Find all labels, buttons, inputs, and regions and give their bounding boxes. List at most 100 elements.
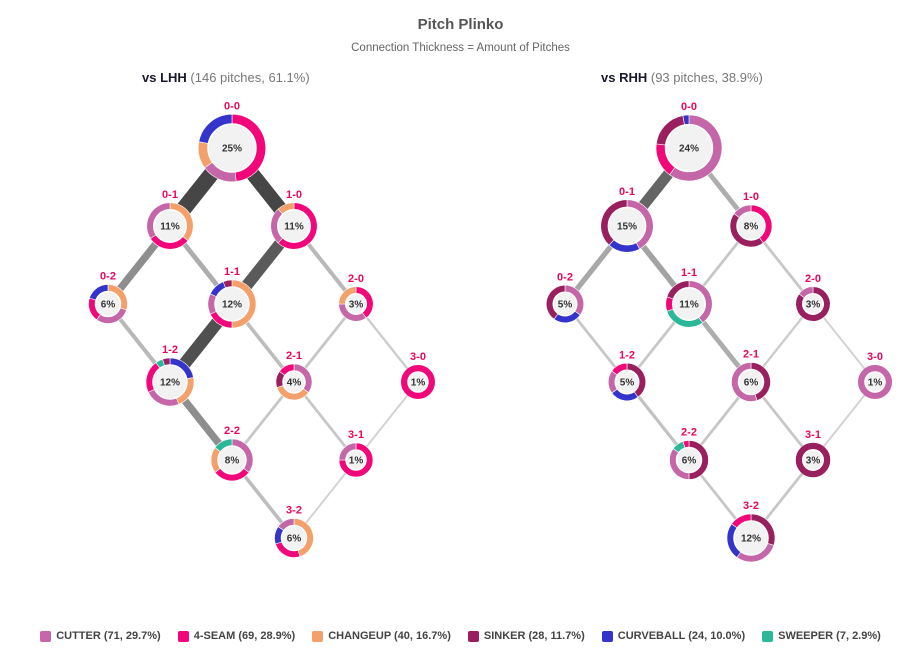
legend-item-4-seam[interactable]: 4-SEAM (69, 28.9%) <box>177 628 296 644</box>
node-share-label: 6% <box>682 456 697 467</box>
count-node-2-2[interactable]: 6% 2-2 <box>669 427 709 480</box>
legend: CUTTER (71, 29.7%) 4-SEAM (69, 28.9%) CH… <box>0 628 921 644</box>
node-share-label: 12% <box>160 378 180 389</box>
legend-item-sinker[interactable]: SINKER (28, 11.7%) <box>467 628 585 644</box>
panel-title-rhh-detail: (93 pitches, 38.9%) <box>647 70 763 85</box>
donut-hole <box>552 291 578 317</box>
node-count-label: 0-0 <box>224 100 240 112</box>
legend-label: SINKER (28, 11.7%) <box>483 630 585 642</box>
count-node-2-2[interactable]: 8% 2-2 <box>210 425 254 482</box>
donut-hole <box>614 369 640 395</box>
count-node-0-0[interactable]: 24% 0-0 <box>655 101 723 182</box>
node-count-label: 3-1 <box>348 429 364 441</box>
count-node-3-0[interactable]: 1% 3-0 <box>401 351 435 399</box>
node-share-label: 11% <box>160 222 180 233</box>
count-node-3-1[interactable]: 1% 3-1 <box>338 429 374 478</box>
count-node-1-1[interactable]: 11% 1-1 <box>665 267 713 328</box>
count-node-0-0[interactable]: 25% 0-0 <box>197 100 266 183</box>
donut-hole <box>277 209 311 243</box>
node-count-label: 1-2 <box>162 344 178 356</box>
legend-item-curveball[interactable]: CURVEBALL (24, 10.0%) <box>601 628 745 644</box>
legend-item-sweeper[interactable]: SWEEPER (7, 2.9%) <box>762 628 881 644</box>
panel-title-rhh-bold: vs RHH <box>601 70 648 85</box>
node-share-label: 8% <box>225 456 240 467</box>
count-node-2-0[interactable]: 3% 2-0 <box>795 273 831 322</box>
node-share-label: 24% <box>679 144 699 155</box>
donut-segment-4-seam <box>401 365 435 399</box>
donut-hole <box>733 520 769 556</box>
donut-hole <box>217 445 247 475</box>
legend-swatch <box>40 630 52 642</box>
node-share-label: 12% <box>222 300 242 311</box>
link-layer <box>105 143 419 540</box>
node-share-label: 1% <box>411 378 426 389</box>
node-share-label: 11% <box>679 300 699 311</box>
node-share-label: 8% <box>744 222 759 233</box>
panel-title-lhh-bold: vs LHH <box>142 70 187 85</box>
donut-hole <box>664 123 714 173</box>
donut-hole <box>345 449 367 471</box>
count-node-3-2[interactable]: 12% 3-2 <box>726 500 776 563</box>
count-node-1-2[interactable]: 5% 1-2 <box>608 349 647 402</box>
count-node-1-1[interactable]: 12% 1-1 <box>207 266 257 329</box>
donut-hole <box>282 370 306 394</box>
legend-swatch <box>467 630 479 642</box>
panel-title-rhh: vs RHH (93 pitches, 38.9%) <box>601 70 763 85</box>
count-node-0-2[interactable]: 6% 0-2 <box>88 271 128 324</box>
chart-title: Pitch Plinko <box>417 16 504 33</box>
node-share-label: 6% <box>101 300 116 311</box>
count-node-1-2[interactable]: 12% 1-2 <box>145 344 195 407</box>
node-count-label: 1-1 <box>224 266 240 278</box>
panel-title-lhh: vs LHH (146 pitches, 61.1%) <box>142 70 310 85</box>
panel-title-lhh-detail: (146 pitches, 61.1%) <box>186 70 310 85</box>
node-share-label: 5% <box>558 300 573 311</box>
node-share-label: 25% <box>222 144 242 155</box>
donut-segment-cutter <box>858 365 892 399</box>
count-node-2-0[interactable]: 3% 2-0 <box>338 273 374 322</box>
donut-hole <box>280 524 308 552</box>
count-node-3-2[interactable]: 6% 3-2 <box>274 505 314 558</box>
count-node-3-1[interactable]: 3% 3-1 <box>795 429 831 478</box>
donut-hole <box>675 446 703 474</box>
panel-lhh: 25% 0-0 11% 0-1 11% 1-0 6% 0-2 12% 1-1 3% 2-0 12% 1-2… <box>88 100 435 558</box>
legend-swatch <box>312 630 324 642</box>
count-node-1-0[interactable]: 11% 1-0 <box>270 189 318 250</box>
count-node-3-0[interactable]: 1% 3-0 <box>858 351 892 399</box>
count-node-2-1[interactable]: 6% 2-1 <box>731 349 771 402</box>
node-count-label: 3-2 <box>286 505 302 517</box>
node-count-label: 3-0 <box>867 351 883 363</box>
legend-label: 4-SEAM (69, 28.9%) <box>193 630 296 642</box>
count-node-0-1[interactable]: 15% 0-1 <box>600 186 654 253</box>
node-share-label: 3% <box>806 300 821 311</box>
node-count-label: 2-2 <box>224 425 240 437</box>
node-count-label: 2-1 <box>286 350 302 362</box>
count-node-0-1[interactable]: 11% 0-1 <box>146 189 194 250</box>
donut-hole <box>864 371 886 393</box>
node-share-label: 3% <box>806 456 821 467</box>
node-share-label: 5% <box>620 378 635 389</box>
legend-label: SWEEPER (7, 2.9%) <box>778 630 881 642</box>
legend-item-cutter[interactable]: CUTTER (71, 29.7%) <box>40 628 161 644</box>
donut-hole <box>345 293 367 315</box>
legend-item-changeup[interactable]: CHANGEUP (40, 16.7%) <box>312 628 451 644</box>
node-share-label: 6% <box>287 534 302 545</box>
donut-hole <box>672 287 706 321</box>
donut-hole <box>153 209 187 243</box>
count-node-0-2[interactable]: 5% 0-2 <box>545 271 584 324</box>
donut-segment-sinker <box>795 442 831 478</box>
donut-hole <box>152 364 188 400</box>
donut-hole <box>802 293 824 315</box>
legend-label: CHANGEUP (40, 16.7%) <box>328 630 451 642</box>
node-count-label: 3-1 <box>805 429 821 441</box>
count-node-1-0[interactable]: 8% 1-0 <box>729 191 773 248</box>
legend-swatch <box>762 630 774 642</box>
donut-hole <box>736 211 766 241</box>
node-count-label: 2-2 <box>681 427 697 439</box>
node-share-label: 1% <box>349 456 364 467</box>
donut-hole <box>207 123 257 173</box>
node-count-label: 3-0 <box>410 351 426 363</box>
panel-rhh: 24% 0-0 15% 0-1 8% 1-0 5% 0-2 11% 1-1 3% 2-0 5% 1-2 6%… <box>545 101 892 563</box>
node-count-label: 0-1 <box>619 186 635 198</box>
count-node-2-1[interactable]: 4% 2-1 <box>275 350 313 401</box>
